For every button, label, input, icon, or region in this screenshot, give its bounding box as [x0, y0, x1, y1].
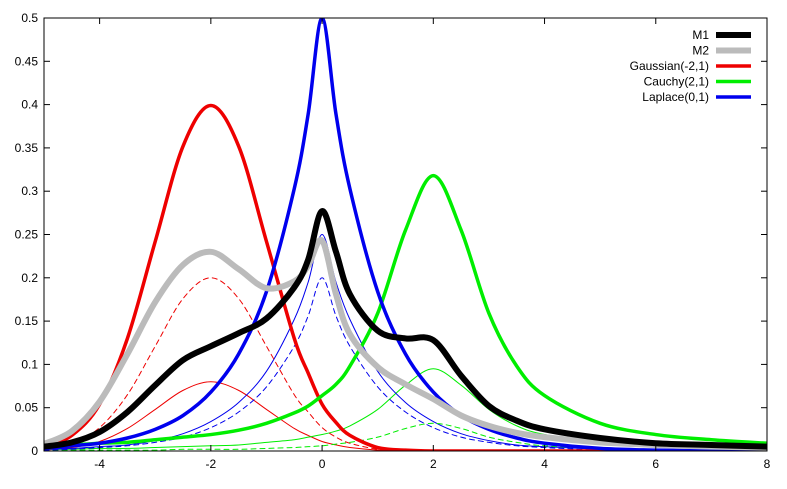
x-tick-label: 6: [652, 457, 659, 471]
y-tick-label: 0.5: [21, 11, 38, 25]
x-tick-label: 8: [764, 457, 771, 471]
ticks-layer: -4 -2 0 2 4 6 8 0 0.05 0.1 0.15 0.2 0.25 0.3 0.35 0.4 0.…: [15, 11, 771, 471]
series-line-4: [44, 18, 767, 451]
legend-label: M2: [692, 44, 709, 58]
series-line-0: [44, 208, 767, 450]
y-tick-label: 0.05: [15, 401, 39, 415]
series-layer: [44, 18, 767, 451]
x-tick-label: 4: [541, 457, 548, 471]
series-line-1: [44, 236, 767, 451]
series-line-5: [44, 381, 767, 451]
y-tick-label: 0.45: [15, 54, 39, 68]
series-line-2: [44, 103, 767, 451]
y-tick-label: 0.4: [21, 98, 38, 112]
y-tick-label: 0.1: [21, 357, 38, 371]
y-tick-label: 0.35: [15, 141, 39, 155]
legend-label: Gaussian(-2,1): [630, 59, 709, 73]
y-tick-label: 0.3: [21, 184, 38, 198]
legend-label: Cauchy(2,1): [644, 75, 709, 89]
y-tick-label: 0.2: [21, 271, 38, 285]
series-line-3: [44, 173, 767, 448]
y-tick-label: 0: [31, 444, 38, 458]
y-tick-label: 0.15: [15, 314, 39, 328]
legend-label: Laplace(0,1): [642, 90, 709, 104]
x-tick-label: 2: [430, 457, 437, 471]
x-tick-label: -4: [94, 457, 105, 471]
y-tick-label: 0.25: [15, 228, 39, 242]
legend-label: M1: [692, 28, 709, 42]
x-tick-label: 0: [319, 457, 326, 471]
x-tick-label: -2: [206, 457, 217, 471]
